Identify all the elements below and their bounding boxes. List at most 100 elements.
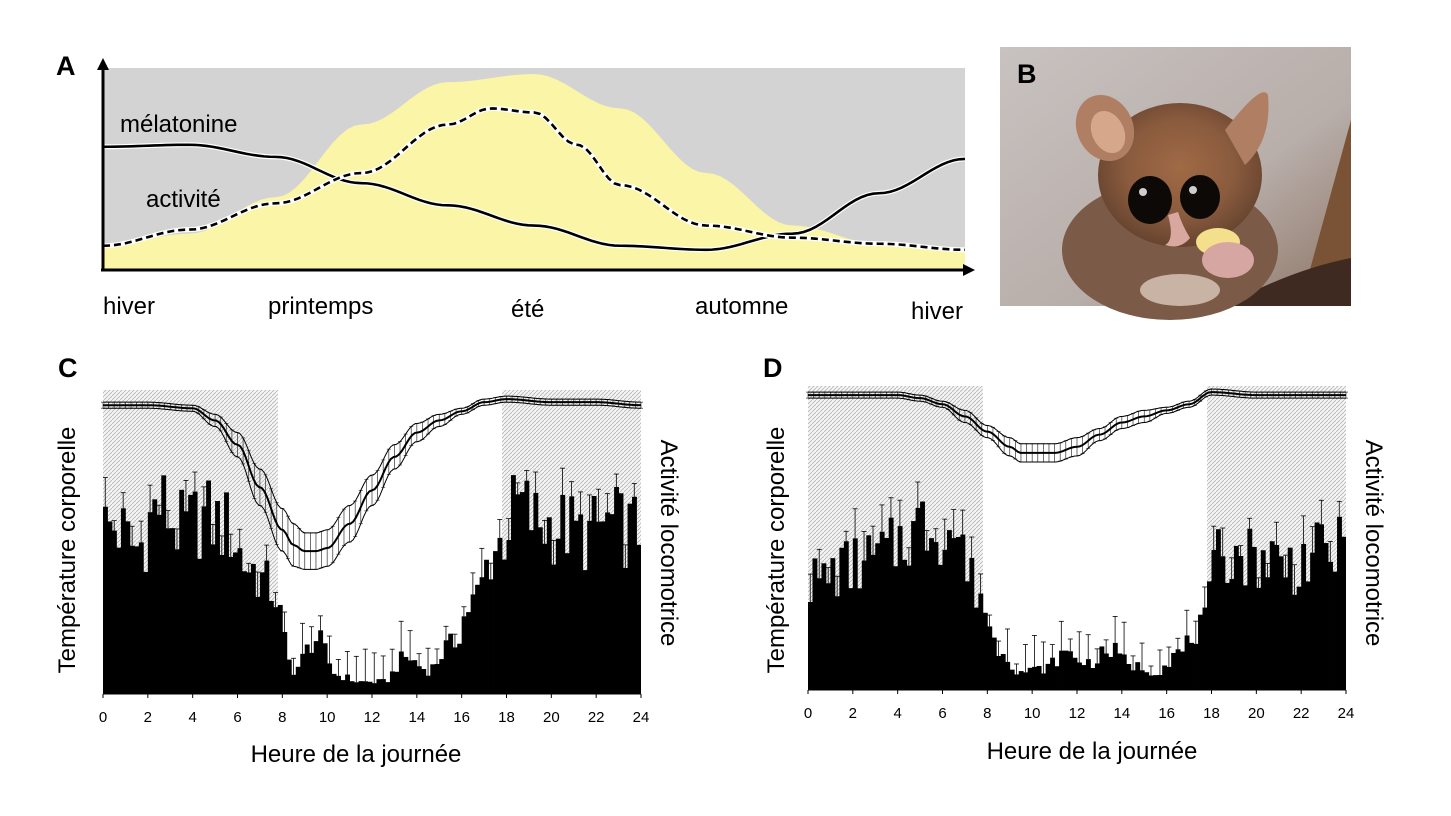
- left-ear-inner: [1090, 110, 1126, 154]
- activity-bar: [1099, 646, 1105, 690]
- activity-bar: [1081, 665, 1087, 690]
- activity-bar: [551, 564, 557, 694]
- x-tick-label: 18: [1203, 705, 1220, 722]
- activity-bar: [955, 536, 961, 690]
- activity-bar: [174, 549, 180, 694]
- activity-label: activité: [146, 186, 221, 213]
- activity-bar: [318, 630, 324, 694]
- activity-bar: [1103, 653, 1109, 690]
- activity-bar: [1077, 662, 1082, 690]
- season-spring: printemps: [268, 293, 373, 320]
- activity-bar: [1215, 529, 1221, 690]
- activity-bar: [569, 496, 575, 694]
- activity-bar: [219, 554, 225, 694]
- c-y-right-title: Activité locomotrice: [655, 440, 682, 647]
- activity-bar: [528, 530, 534, 694]
- activity-bar: [1014, 674, 1020, 690]
- activity-bar: [1314, 522, 1320, 690]
- x-tick-label: 6: [938, 705, 946, 722]
- season-winter-start: hiver: [103, 293, 155, 320]
- activity-bar: [911, 521, 916, 690]
- activity-bar: [1063, 650, 1069, 690]
- activity-bar: [277, 604, 283, 694]
- activity-bar: [470, 594, 476, 694]
- activity-bar: [1251, 546, 1257, 690]
- activity-bar: [510, 475, 516, 694]
- activity-bar: [479, 577, 485, 694]
- x-tick-label: 22: [1293, 705, 1310, 722]
- activity-bar: [1269, 541, 1275, 690]
- daylight-area: [103, 74, 965, 270]
- activity-bar: [542, 543, 548, 694]
- activity-bar: [920, 501, 925, 690]
- x-tick-label: 10: [319, 709, 336, 726]
- activity-bar: [897, 526, 903, 690]
- activity-bar: [564, 553, 570, 694]
- activity-bar: [946, 530, 952, 690]
- activity-bar: [1175, 649, 1181, 690]
- activity-bar: [1041, 673, 1047, 690]
- activity-bar: [336, 675, 342, 694]
- activity-bar: [573, 520, 579, 694]
- activity-bar: [349, 681, 355, 694]
- temperature-lower: [808, 394, 1346, 463]
- activity-bar: [1328, 561, 1333, 690]
- activity-bar: [1332, 571, 1338, 690]
- d-y-left-title: Température corporelle: [763, 427, 790, 674]
- activity-bar: [1283, 577, 1289, 690]
- activity-bar: [1242, 585, 1248, 690]
- panel-b-label: B: [1017, 59, 1037, 89]
- activity-bar: [134, 546, 140, 694]
- activity-bar: [1009, 669, 1015, 690]
- activity-bar: [363, 681, 368, 694]
- activity-bar: [1292, 594, 1298, 690]
- activity-bar: [309, 652, 315, 694]
- d-x-axis-title: Heure de la journée: [987, 738, 1198, 765]
- activity-bar: [493, 551, 498, 694]
- activity-bar: [1323, 543, 1329, 690]
- activity-bar: [156, 514, 162, 694]
- activity-bar: [1059, 650, 1064, 690]
- activity-bar: [403, 656, 409, 694]
- melatonin-curve: [102, 143, 966, 252]
- x-tick-label: 12: [364, 709, 381, 726]
- activity-bar: [412, 660, 418, 694]
- activity-bar: [327, 663, 333, 694]
- x-tick-label: 8: [983, 705, 991, 722]
- activity-bar: [457, 643, 463, 694]
- d-y-right-title: Activité locomotrice: [1360, 440, 1387, 647]
- activity-bar: [537, 527, 543, 694]
- lemur-hand: [1202, 242, 1254, 278]
- x-tick-label: 0: [804, 705, 812, 722]
- activity-bar: [1117, 653, 1123, 690]
- activity-bar: [165, 528, 171, 694]
- activity-bar: [273, 607, 279, 694]
- temperature-upper: [808, 388, 1346, 445]
- activity-bar: [560, 494, 566, 694]
- activity-bar: [991, 637, 997, 690]
- activity-bar: [893, 566, 899, 690]
- x-tick-label: 14: [1113, 705, 1130, 722]
- activity-bar: [466, 612, 472, 694]
- activity-bar: [834, 596, 840, 690]
- activity-bar: [421, 668, 427, 694]
- activity-bar: [929, 538, 934, 690]
- activity-bar: [1000, 654, 1006, 690]
- activity-bar: [1180, 651, 1185, 690]
- x-tick-label: 4: [188, 709, 196, 726]
- activity-bar: [143, 571, 149, 694]
- activity-bar: [1135, 662, 1141, 690]
- activity-bar: [1171, 652, 1177, 690]
- x-arrow-head: [963, 264, 975, 276]
- activity-bar: [1166, 666, 1172, 690]
- activity-bar: [546, 517, 552, 694]
- activity-bar: [884, 537, 890, 690]
- activity-bar: [632, 496, 637, 694]
- branch: [1225, 258, 1351, 306]
- activity-bar: [555, 538, 561, 694]
- activity-bar: [1085, 659, 1091, 690]
- activity-bar: [372, 683, 377, 694]
- panel-c-label: C: [58, 353, 78, 383]
- activity-bar: [407, 660, 413, 694]
- season-summer: été: [511, 296, 544, 323]
